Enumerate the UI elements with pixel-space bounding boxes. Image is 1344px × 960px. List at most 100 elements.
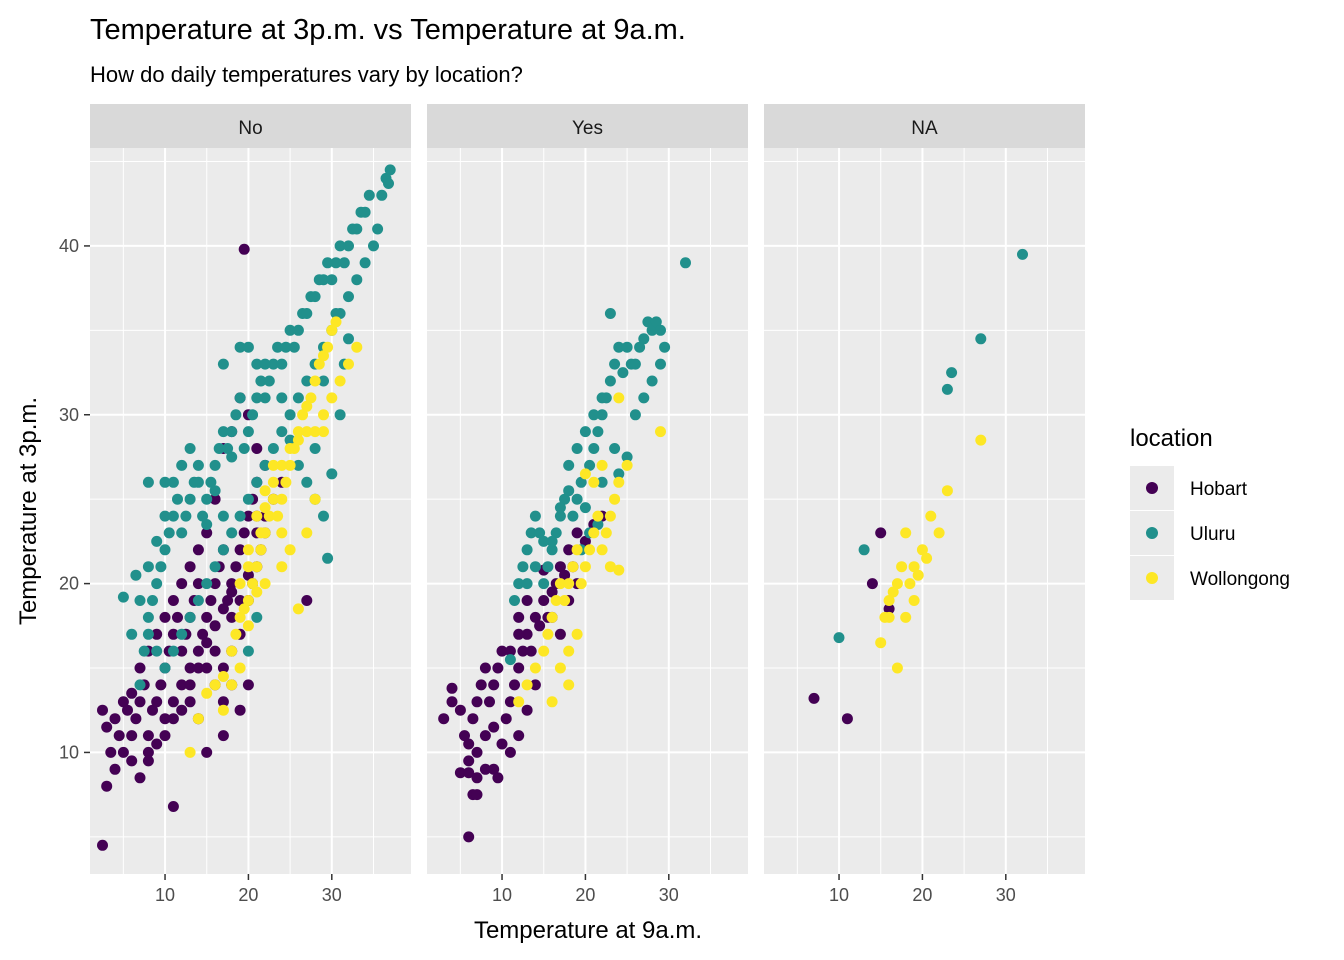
y-axis-title: Temperature at 3p.m. (15, 397, 42, 625)
data-point-uluru (609, 443, 621, 454)
data-point-hobart (446, 696, 458, 708)
data-point-uluru (621, 341, 633, 353)
data-point-wollongong (297, 409, 309, 421)
data-point-uluru (650, 316, 662, 328)
data-point-wollongong (604, 561, 616, 573)
data-point-wollongong (238, 603, 250, 615)
data-point-hobart (167, 801, 179, 812)
data-point-hobart (234, 544, 246, 556)
data-point-uluru (217, 544, 229, 556)
data-point-uluru (259, 459, 271, 471)
data-point-wollongong (334, 375, 346, 387)
facet-strip (764, 104, 1085, 148)
data-point-hobart (479, 730, 491, 742)
data-point-uluru (592, 426, 604, 438)
data-point-hobart (875, 527, 887, 539)
data-point-uluru (504, 654, 516, 666)
data-point-hobart (496, 738, 508, 750)
data-point-hobart (217, 662, 229, 674)
data-point-hobart (134, 772, 146, 784)
data-point-hobart (176, 578, 188, 590)
data-point-uluru (159, 662, 171, 674)
data-point-uluru (621, 451, 633, 463)
data-point-uluru (567, 510, 579, 522)
data-point-hobart (513, 730, 525, 742)
data-point-hobart (184, 662, 196, 674)
data-point-uluru (554, 510, 566, 522)
data-point-uluru (184, 443, 196, 454)
data-point-wollongong (284, 544, 296, 556)
data-point-uluru (638, 392, 650, 404)
data-point-uluru (134, 679, 146, 691)
data-point-hobart (454, 767, 466, 779)
data-point-uluru (322, 552, 334, 564)
data-point-wollongong (234, 578, 246, 590)
data-point-uluru (192, 459, 204, 471)
facet-panel-1: Yes (427, 104, 748, 874)
data-point-hobart (471, 746, 483, 758)
data-point-wollongong (925, 510, 937, 522)
data-point-uluru (596, 476, 608, 488)
data-point-uluru (172, 493, 183, 505)
data-point-uluru (230, 409, 242, 421)
data-point-uluru (513, 578, 525, 590)
data-point-hobart (479, 662, 491, 674)
data-point-wollongong (318, 409, 329, 421)
data-point-uluru (130, 569, 142, 581)
data-point-hobart (492, 662, 504, 674)
data-point-hobart (167, 628, 179, 640)
data-point-uluru (659, 341, 671, 353)
data-point-wollongong (916, 544, 928, 556)
data-point-wollongong (588, 527, 600, 539)
data-point-uluru (646, 324, 658, 336)
y-tick-label: 20 (59, 574, 79, 594)
data-point-uluru (592, 519, 604, 530)
data-point-uluru (234, 392, 246, 404)
legend-key-uluru (1146, 527, 1158, 539)
data-point-hobart (209, 493, 221, 505)
data-point-hobart (142, 755, 154, 767)
data-point-hobart (463, 738, 475, 750)
data-point-uluru (642, 316, 654, 328)
data-point-hobart (554, 561, 566, 573)
data-point-wollongong (579, 561, 591, 573)
x-tick-label: 30 (322, 885, 342, 905)
data-point-wollongong (887, 586, 899, 598)
data-point-hobart (238, 243, 250, 255)
data-point-wollongong (567, 561, 579, 573)
data-point-uluru (267, 443, 279, 454)
data-point-hobart (534, 620, 546, 632)
data-point-wollongong (900, 611, 912, 623)
data-point-hobart (521, 595, 533, 606)
data-point-uluru (276, 426, 288, 438)
data-point-hobart (579, 535, 591, 547)
data-point-uluru (941, 383, 953, 395)
data-point-uluru (151, 578, 163, 590)
data-point-hobart (201, 637, 213, 649)
data-point-uluru (242, 341, 254, 353)
data-point-hobart (184, 561, 196, 573)
data-point-uluru (184, 493, 196, 505)
data-point-uluru (288, 341, 300, 353)
data-point-uluru (259, 358, 271, 370)
data-point-uluru (142, 561, 154, 573)
data-point-uluru (142, 476, 154, 488)
data-point-uluru (509, 595, 520, 606)
data-point-wollongong (579, 468, 591, 480)
data-point-uluru (276, 358, 288, 370)
data-point-hobart (97, 839, 108, 851)
data-point-wollongong (226, 679, 238, 691)
data-point-wollongong (600, 527, 612, 539)
x-axis-title: Temperature at 9a.m. (474, 917, 702, 944)
data-point-hobart (251, 443, 263, 454)
data-point-uluru (372, 223, 384, 235)
data-point-hobart (866, 578, 878, 590)
data-point-uluru (546, 535, 558, 547)
data-point-wollongong (609, 493, 621, 505)
data-point-hobart (500, 713, 512, 725)
data-point-hobart (217, 696, 229, 708)
data-point-wollongong (259, 485, 271, 497)
data-point-hobart (504, 696, 516, 708)
data-point-wollongong (883, 611, 895, 623)
data-point-hobart (205, 595, 217, 606)
